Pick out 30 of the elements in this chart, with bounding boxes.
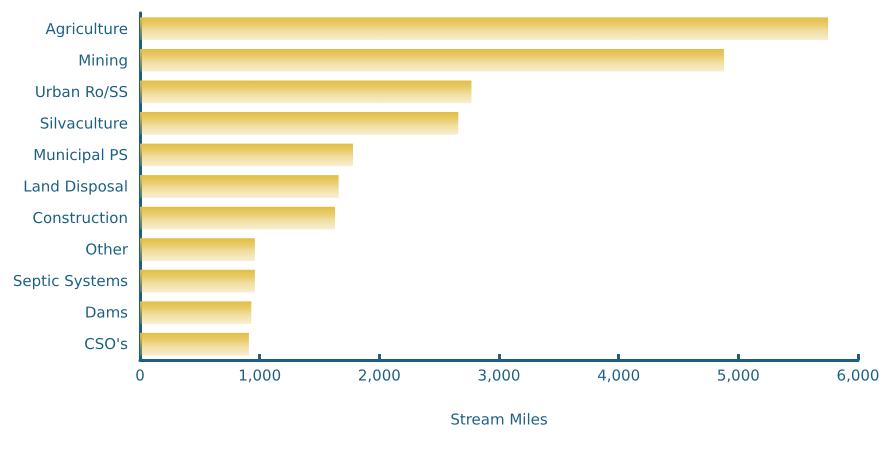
bar: [140, 80, 472, 104]
y-tick-label: Land Disposal: [23, 178, 128, 196]
y-tick-label: Septic Systems: [12, 272, 128, 290]
y-tick-label: Other: [85, 240, 129, 259]
y-tick-label: Construction: [32, 209, 128, 228]
x-tick-label: 4,000: [597, 366, 640, 384]
x-axis-title: Stream Miles: [450, 410, 548, 428]
bar: [140, 17, 828, 40]
x-tick-label: 0: [135, 366, 145, 384]
bar: [140, 112, 458, 135]
x-tick-label: 2,000: [358, 366, 401, 384]
bar: [140, 301, 252, 324]
x-tick-label: 3,000: [478, 366, 520, 384]
bar: [140, 144, 354, 166]
bar: [140, 270, 255, 292]
y-tick-label: CSO's: [84, 335, 128, 354]
y-tick-label: Urban Ro/SS: [34, 82, 128, 101]
bar: [140, 332, 249, 356]
bar: [140, 206, 336, 230]
y-tick-label: Municipal PS: [33, 146, 128, 164]
y-tick-label: Agriculture: [46, 20, 128, 38]
y-tick-label: Mining: [78, 51, 128, 70]
bar: [140, 238, 255, 261]
x-tick-label: 6,000: [836, 366, 880, 384]
bar: [140, 175, 339, 198]
y-tick-label: Dams: [84, 304, 128, 322]
bar: [140, 48, 724, 72]
x-tick-label: 1,000: [238, 366, 282, 384]
y-tick-label: Silvaculture: [40, 114, 128, 132]
x-tick-label: 5,000: [716, 366, 760, 384]
